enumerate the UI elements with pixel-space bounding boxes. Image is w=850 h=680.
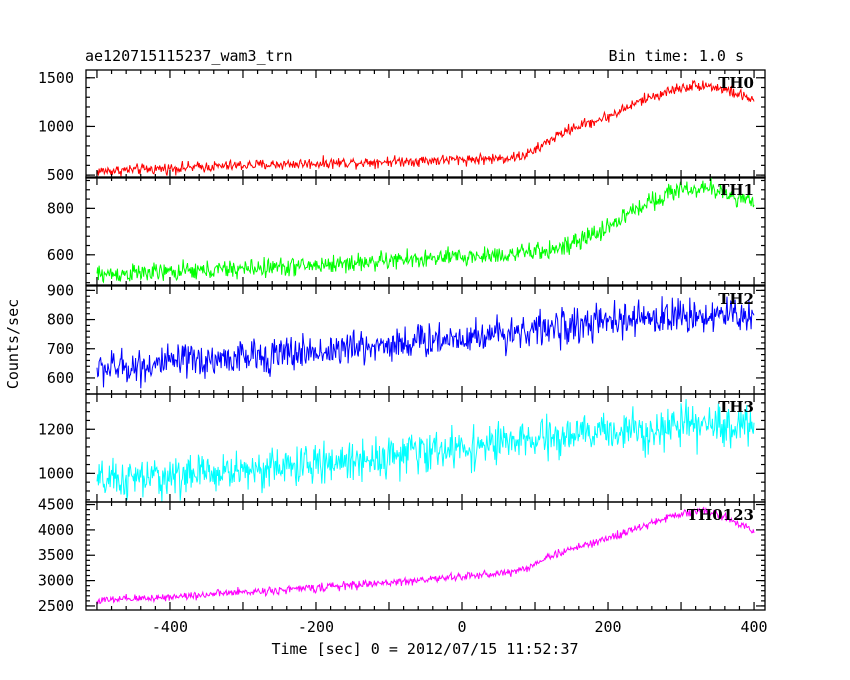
panel-th3: 1000 1200 TH3 — [38, 393, 766, 503]
panel-frame — [85, 69, 766, 179]
y-tick-label: 500 — [47, 166, 74, 184]
x-axis-label: Time [sec] 0 = 2012/07/15 11:52:37 — [271, 640, 578, 658]
y-tick-label: 600 — [47, 246, 74, 264]
x-tick-label: 200 — [594, 618, 621, 636]
panel-label-th1: TH1 — [718, 181, 754, 199]
panel-th1: 600 800 TH1 — [47, 176, 766, 286]
panel-th0123: 2500 3000 3500 4000 4500 TH0123 — [38, 496, 766, 615]
y-tick-label: 800 — [47, 199, 74, 217]
x-tick-label: 400 — [741, 618, 768, 636]
y-tick-label: 700 — [47, 340, 74, 358]
bin-time-label: Bin time: 1.0 s — [609, 47, 744, 65]
chart-title: ae120715115237_wam3_trn — [85, 47, 293, 65]
panel-label-th0: TH0 — [718, 74, 754, 92]
panel-frame — [85, 176, 766, 286]
x-tick-label: -200 — [298, 618, 334, 636]
panel-label-th3: TH3 — [718, 398, 754, 416]
y-axis-label: Counts/sec — [4, 299, 22, 389]
y-tick-label: 3500 — [38, 546, 74, 564]
y-tick-label: 900 — [47, 281, 74, 299]
y-tick-label: 4500 — [38, 496, 74, 514]
panel-frame — [85, 393, 766, 503]
panel-th2: 600 700 800 900 TH2 — [47, 281, 766, 395]
x-tick-label: 0 — [457, 618, 466, 636]
panel-label-th0123: TH0123 — [687, 506, 754, 524]
panels-group: 500 1000 1500 TH0 600 800 TH1 600 700 800 900 TH2 10… — [38, 69, 768, 636]
y-tick-label: 2500 — [38, 597, 74, 615]
series-line-th2 — [96, 296, 755, 389]
series-line-th0 — [96, 79, 755, 177]
x-tick-label: -400 — [152, 618, 188, 636]
y-tick-label: 4000 — [38, 521, 74, 539]
y-tick-label: 1500 — [38, 69, 74, 87]
panel-label-th2: TH2 — [718, 290, 754, 308]
y-tick-label: 1200 — [38, 420, 74, 438]
series-line-th3 — [96, 399, 755, 502]
y-tick-label: 3000 — [38, 572, 74, 590]
panel-th0: 500 1000 1500 TH0 — [38, 69, 766, 184]
y-tick-label: 800 — [47, 311, 74, 329]
y-tick-label: 1000 — [38, 117, 74, 135]
series-line-th1 — [96, 177, 755, 284]
series-line-th0123 — [96, 506, 755, 605]
y-tick-label: 600 — [47, 369, 74, 387]
y-tick-label: 1000 — [38, 464, 74, 482]
panel-frame — [85, 501, 766, 611]
